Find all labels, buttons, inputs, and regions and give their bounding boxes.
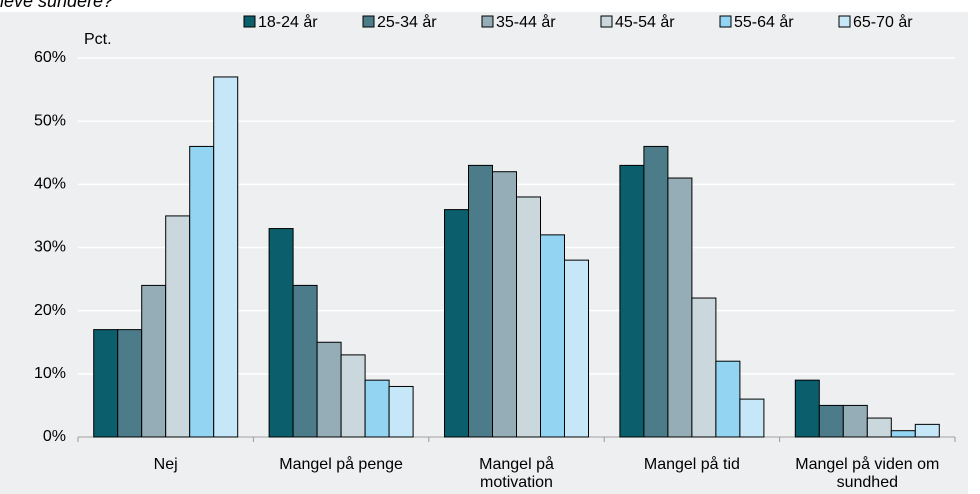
bar (890, 430, 916, 438)
legend-label: 25-34 år (377, 13, 437, 31)
x-tick-label: Mangel på tid (643, 456, 740, 473)
legend-swatch (362, 15, 375, 28)
bar (739, 398, 765, 438)
bar (866, 417, 892, 438)
y-tick-label: 20% (34, 302, 66, 319)
legend-label: 65-70 år (853, 13, 913, 31)
y-tick-label: 60% (34, 49, 66, 66)
bar (691, 297, 717, 438)
bar (364, 379, 390, 438)
chart-title: leve sundere? (0, 0, 113, 11)
legend-swatch (838, 15, 851, 28)
legend-swatch (243, 15, 256, 28)
legend-swatch (719, 15, 732, 28)
bar (388, 385, 414, 438)
bar (914, 423, 940, 438)
x-tick-label: Nej (153, 456, 178, 473)
bar (189, 145, 215, 438)
bar (516, 196, 541, 438)
bar (117, 329, 143, 438)
legend-label: 55-64 år (734, 13, 794, 31)
x-tick-label: Mangel på penge (279, 456, 403, 473)
bar (213, 76, 239, 438)
legend-swatch (600, 15, 613, 28)
bar (292, 284, 318, 438)
y-tick-label: 50% (34, 112, 66, 129)
bar (715, 360, 741, 438)
bar (619, 164, 645, 438)
bar (340, 354, 366, 438)
y-tick-label: 10% (34, 365, 66, 382)
bar (468, 164, 493, 438)
legend-swatch (481, 15, 494, 28)
bar (165, 215, 191, 438)
bar (316, 341, 342, 438)
y-tick-label: 0% (43, 428, 66, 445)
bar (444, 209, 469, 438)
y-tick-label: 30% (34, 239, 66, 256)
bar (842, 404, 868, 438)
y-axis-label: Pct. (84, 31, 112, 48)
x-tick-label: Mangel på motivation (479, 456, 554, 491)
legend-label: 18-24 år (258, 13, 318, 31)
bar (643, 145, 669, 438)
bar (540, 234, 565, 438)
legend-label: 35-44 år (496, 13, 556, 31)
bar (564, 259, 589, 438)
x-tick-label: Mangel på viden om sundhed (795, 456, 940, 491)
y-tick-label: 40% (34, 176, 66, 193)
bar (818, 404, 844, 438)
bar (794, 379, 820, 438)
bar (492, 171, 517, 438)
bar (268, 228, 294, 438)
bar (667, 177, 693, 438)
legend-label: 45-54 år (615, 13, 675, 31)
bar (93, 329, 119, 438)
bar (141, 284, 167, 438)
